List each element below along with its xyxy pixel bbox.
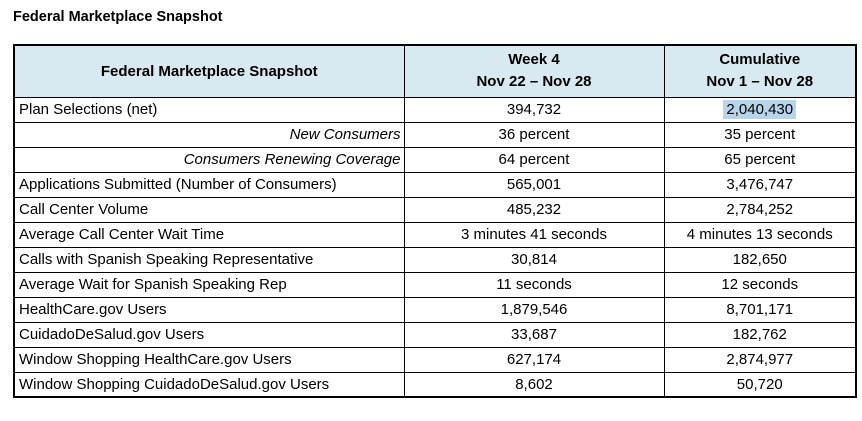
- week-value: 30,814: [403, 246, 665, 273]
- week-value: 36 percent: [403, 121, 665, 148]
- table-row-spanish-calls: Calls with Spanish Speaking Representati…: [13, 246, 857, 273]
- week-value: 8,602: [403, 371, 665, 398]
- col-header-week4: Week 4 Nov 22 – Nov 28: [403, 44, 665, 98]
- cumulative-value: 65 percent: [663, 146, 857, 173]
- cumulative-value: 4 minutes 13 seconds: [663, 221, 857, 248]
- cumulative-value: 8,701,171: [663, 296, 857, 323]
- cumulative-value: 12 seconds: [663, 271, 857, 298]
- table-header-title: Federal Marketplace Snapshot: [13, 44, 405, 98]
- col-header-week4-line2: Nov 22 – Nov 28: [476, 73, 592, 91]
- week-value: 3 minutes 41 seconds: [403, 221, 665, 248]
- table-row-window-shopping-healthcare: Window Shopping HealthCare.gov Users 627…: [13, 346, 857, 373]
- cumulative-value: 182,650: [663, 246, 857, 273]
- row-label: New Consumers: [13, 121, 405, 148]
- row-label: Applications Submitted (Number of Consum…: [13, 171, 405, 198]
- row-label: Window Shopping CuidadoDeSalud.gov Users: [13, 371, 405, 398]
- cumulative-value: 35 percent: [663, 121, 857, 148]
- week-value: 565,001: [403, 171, 665, 198]
- table-row-new-consumers: New Consumers 36 percent 35 percent: [13, 121, 857, 148]
- col-header-cumulative-line1: Cumulative: [719, 51, 801, 69]
- row-label: CuidadoDeSalud.gov Users: [13, 321, 405, 348]
- row-label: Plan Selections (net): [13, 96, 405, 123]
- cumulative-value: 2,040,430: [663, 96, 857, 123]
- page-title: Federal Marketplace Snapshot: [13, 9, 223, 25]
- row-label: Average Call Center Wait Time: [13, 221, 405, 248]
- row-label: Calls with Spanish Speaking Representati…: [13, 246, 405, 273]
- table-row-plan-selections: Plan Selections (net) 394,732 2,040,430: [13, 96, 857, 123]
- week-value: 1,879,546: [403, 296, 665, 323]
- row-label: Average Wait for Spanish Speaking Rep: [13, 271, 405, 298]
- table-row-window-shopping-cuidadodesalud: Window Shopping CuidadoDeSalud.gov Users…: [13, 371, 857, 398]
- table-row-applications-submitted: Applications Submitted (Number of Consum…: [13, 171, 857, 198]
- cumulative-value: 2,784,252: [663, 196, 857, 223]
- cumulative-value: 3,476,747: [663, 171, 857, 198]
- federal-marketplace-snapshot-table: Federal Marketplace Snapshot Week 4 Nov …: [13, 44, 857, 398]
- row-label: Window Shopping HealthCare.gov Users: [13, 346, 405, 373]
- table-row-call-center-volume: Call Center Volume 485,232 2,784,252: [13, 196, 857, 223]
- week-value: 33,687: [403, 321, 665, 348]
- table-row-consumers-renewing: Consumers Renewing Coverage 64 percent 6…: [13, 146, 857, 173]
- col-header-cumulative: Cumulative Nov 1 – Nov 28: [663, 44, 857, 98]
- col-header-week4-line1: Week 4: [508, 51, 560, 69]
- week-value: 64 percent: [403, 146, 665, 173]
- table-row-cuidadodesalud-users: CuidadoDeSalud.gov Users 33,687 182,762: [13, 321, 857, 348]
- cumulative-value: 2,874,977: [663, 346, 857, 373]
- row-label: HealthCare.gov Users: [13, 296, 405, 323]
- cumulative-value: 182,762: [663, 321, 857, 348]
- week-value: 627,174: [403, 346, 665, 373]
- table-header-row: Federal Marketplace Snapshot Week 4 Nov …: [13, 44, 857, 98]
- row-label: Consumers Renewing Coverage: [13, 146, 405, 173]
- table-row-avg-wait-time: Average Call Center Wait Time 3 minutes …: [13, 221, 857, 248]
- week-value: 394,732: [403, 96, 665, 123]
- row-label: Call Center Volume: [13, 196, 405, 223]
- selected-text-highlight: 2,040,430: [723, 100, 797, 119]
- table-row-healthcare-users: HealthCare.gov Users 1,879,546 8,701,171: [13, 296, 857, 323]
- week-value: 485,232: [403, 196, 665, 223]
- col-header-cumulative-line2: Nov 1 – Nov 28: [706, 73, 814, 91]
- cumulative-value: 50,720: [663, 371, 857, 398]
- table-row-spanish-wait: Average Wait for Spanish Speaking Rep 11…: [13, 271, 857, 298]
- week-value: 11 seconds: [403, 271, 665, 298]
